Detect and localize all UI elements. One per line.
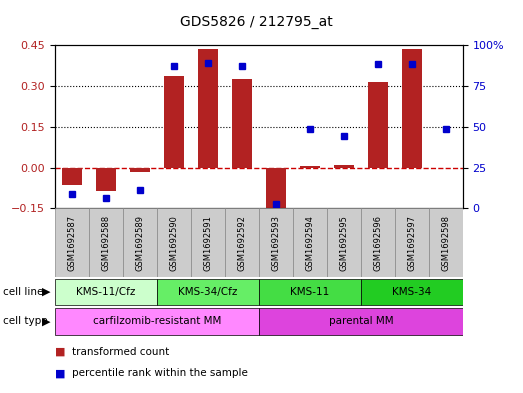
- Bar: [55, 308, 259, 334]
- Bar: [96, 167, 116, 191]
- Bar: [225, 208, 259, 277]
- Bar: [368, 82, 388, 167]
- Bar: [157, 208, 191, 277]
- Text: GSM1692593: GSM1692593: [271, 215, 280, 271]
- Text: GDS5826 / 212795_at: GDS5826 / 212795_at: [180, 15, 333, 29]
- Text: GSM1692594: GSM1692594: [305, 215, 314, 271]
- Bar: [259, 279, 361, 305]
- Bar: [259, 208, 293, 277]
- Bar: [130, 167, 150, 173]
- Bar: [55, 279, 157, 305]
- Bar: [164, 77, 184, 167]
- Text: parental MM: parental MM: [328, 316, 393, 326]
- Text: KMS-34: KMS-34: [392, 287, 431, 297]
- Bar: [402, 49, 422, 167]
- Text: KMS-11/Cfz: KMS-11/Cfz: [76, 287, 135, 297]
- Text: GSM1692592: GSM1692592: [237, 215, 246, 271]
- Text: percentile rank within the sample: percentile rank within the sample: [72, 368, 247, 378]
- Text: KMS-34/Cfz: KMS-34/Cfz: [178, 287, 237, 297]
- Bar: [361, 208, 395, 277]
- Text: ■: ■: [55, 368, 65, 378]
- Text: ■: ■: [55, 347, 65, 357]
- Bar: [293, 208, 327, 277]
- Text: transformed count: transformed count: [72, 347, 169, 357]
- Text: carfilzomib-resistant MM: carfilzomib-resistant MM: [93, 316, 221, 326]
- Bar: [259, 308, 463, 334]
- Text: GSM1692596: GSM1692596: [373, 215, 382, 271]
- Text: cell type: cell type: [3, 316, 47, 326]
- Bar: [55, 208, 89, 277]
- Text: GSM1692595: GSM1692595: [339, 215, 348, 271]
- Text: KMS-11: KMS-11: [290, 287, 329, 297]
- Bar: [300, 166, 320, 167]
- Text: ▶: ▶: [42, 287, 50, 297]
- Bar: [232, 79, 252, 167]
- Bar: [395, 208, 429, 277]
- Bar: [429, 208, 463, 277]
- Text: ▶: ▶: [42, 316, 50, 326]
- Bar: [266, 167, 286, 215]
- Bar: [123, 208, 157, 277]
- Bar: [157, 279, 259, 305]
- Text: GSM1692597: GSM1692597: [407, 215, 416, 271]
- Bar: [334, 165, 354, 167]
- Bar: [191, 208, 225, 277]
- Text: GSM1692587: GSM1692587: [67, 215, 76, 271]
- Text: GSM1692598: GSM1692598: [441, 215, 450, 271]
- Bar: [89, 208, 123, 277]
- Bar: [327, 208, 361, 277]
- Bar: [62, 167, 82, 185]
- Text: GSM1692591: GSM1692591: [203, 215, 212, 271]
- Text: GSM1692588: GSM1692588: [101, 215, 110, 271]
- Text: GSM1692590: GSM1692590: [169, 215, 178, 271]
- Bar: [361, 279, 463, 305]
- Bar: [198, 49, 218, 167]
- Text: cell line: cell line: [3, 287, 43, 297]
- Text: GSM1692589: GSM1692589: [135, 215, 144, 271]
